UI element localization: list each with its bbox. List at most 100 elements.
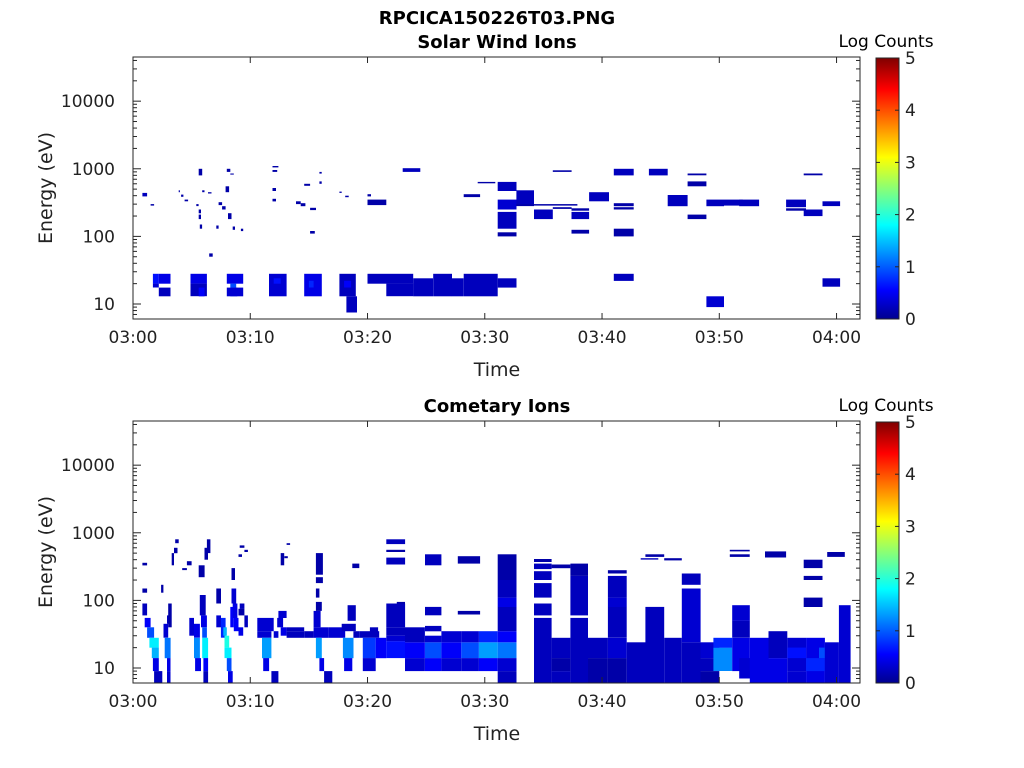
x-tick-label: 04:00 [812,692,861,712]
heatmap-cell [551,671,571,683]
heatmap-cell [345,195,349,198]
heatmap-cell [463,194,481,198]
heatmap-cell [224,635,230,648]
heatmap-cell [732,605,750,621]
heatmap-cell [497,181,517,191]
heatmap-cell [202,637,209,659]
x-tick-label: 03:00 [109,692,158,712]
y-tick-label: 1000 [72,524,115,544]
heatmap-cell [478,631,498,643]
heatmap-cell [402,168,421,172]
heatmap-cell [571,211,590,220]
heatmap-cell [803,559,823,569]
heatmap-cell [272,166,279,168]
heatmap-cell [216,615,221,628]
heatmap-cell [286,543,291,545]
plot-frame [132,420,861,684]
heatmap-cell [713,647,733,671]
heatmap-cell [768,631,788,659]
heatmap-cell [534,209,553,220]
heatmap-cell [198,168,203,176]
heatmap-cell [199,595,206,616]
heatmap-cell [147,627,155,638]
heatmap-cell [497,631,517,643]
heatmap-cell [838,605,851,683]
heatmap-cell [313,627,329,638]
heatmap-cell [209,253,213,257]
heatmap-cell [497,211,517,229]
heatmap-cell [534,583,552,598]
colorbar-tick-label: 0 [905,310,916,330]
heatmap-cell [240,228,244,232]
heatmap-cell [552,170,572,172]
heatmap-cell [497,671,517,683]
heatmap-cell [186,561,192,566]
heatmap-cell [413,278,434,297]
heatmap-cell [386,641,406,659]
heatmap-cell [749,637,769,683]
heatmap-cell [244,615,248,628]
heatmap-cell [687,173,707,176]
heatmap-cell [203,658,209,672]
heatmap-cells [142,539,851,683]
heatmap-cell [184,199,189,202]
heatmap-cell [613,228,634,237]
heatmap-cell [198,209,201,214]
heatmap-cell [405,627,425,643]
heatmap-cell [607,597,627,607]
heatmap-cell [396,601,405,604]
x-tick-label: 03:40 [578,692,627,712]
heatmap-cell [739,199,760,207]
x-tick-label: 03:30 [460,692,509,712]
heatmap-cell [189,617,194,636]
heatmap-cell [681,573,701,585]
heatmap-cell [477,181,496,184]
heatmap-cell [163,623,169,638]
heatmap-cell [386,635,406,642]
heatmap-cell [175,539,179,544]
heatmap-cell [154,671,163,683]
solar-wind-panel: Solar Wind Ions 03:00 03:10 03:20 03:30 03:4… [35,32,934,381]
heatmap-cell [257,631,272,638]
heatmap-cell [664,558,682,561]
heatmap-cell [319,171,322,174]
heatmap-cell [272,170,278,172]
heatmap-cell [231,568,235,580]
heatmap-cell [315,577,323,584]
heatmap-cell [315,637,322,659]
heatmap-cell [300,203,306,207]
heatmap-cell [344,280,352,288]
heatmap-cell [478,642,498,659]
colorbar-tick-label: 3 [905,517,916,537]
heatmap-cell [168,603,172,628]
heatmap-cell [551,637,571,659]
heatmap-cell [286,627,305,632]
heatmap-cell [425,658,442,672]
y-tick-label: 10000 [61,456,115,476]
heatmap-cell [319,658,325,672]
heatmap-cell [202,627,207,638]
heatmap-cell [571,229,590,234]
y-tick-label: 10 [93,295,115,315]
heatmap-cell [346,296,357,313]
heatmap-cell [195,658,201,672]
cometary-panel: Cometary Ions 03:00 03:10 03:20 03:30 03:40 0… [35,396,934,745]
heatmap-cell [768,658,788,683]
heatmap-cell [230,173,234,175]
y-axis-label: Energy (eV) [35,132,57,244]
colorbar-tick-label: 4 [905,465,916,485]
heatmap-cell [607,637,627,659]
heatmap-cell [713,637,733,648]
heatmap-cell [239,603,245,609]
heatmap-cell [534,571,552,580]
heatmap-cell [803,209,823,217]
heatmap-cell [724,199,743,206]
heatmap-cell [198,565,205,578]
heatmap-cell [497,278,517,288]
heatmap-cell [178,190,180,193]
heatmap-cell [588,637,608,659]
heatmap-cell [158,273,171,284]
heatmap-cell [534,563,552,570]
heatmap-cell [204,547,208,560]
heatmap-cell [231,588,237,604]
